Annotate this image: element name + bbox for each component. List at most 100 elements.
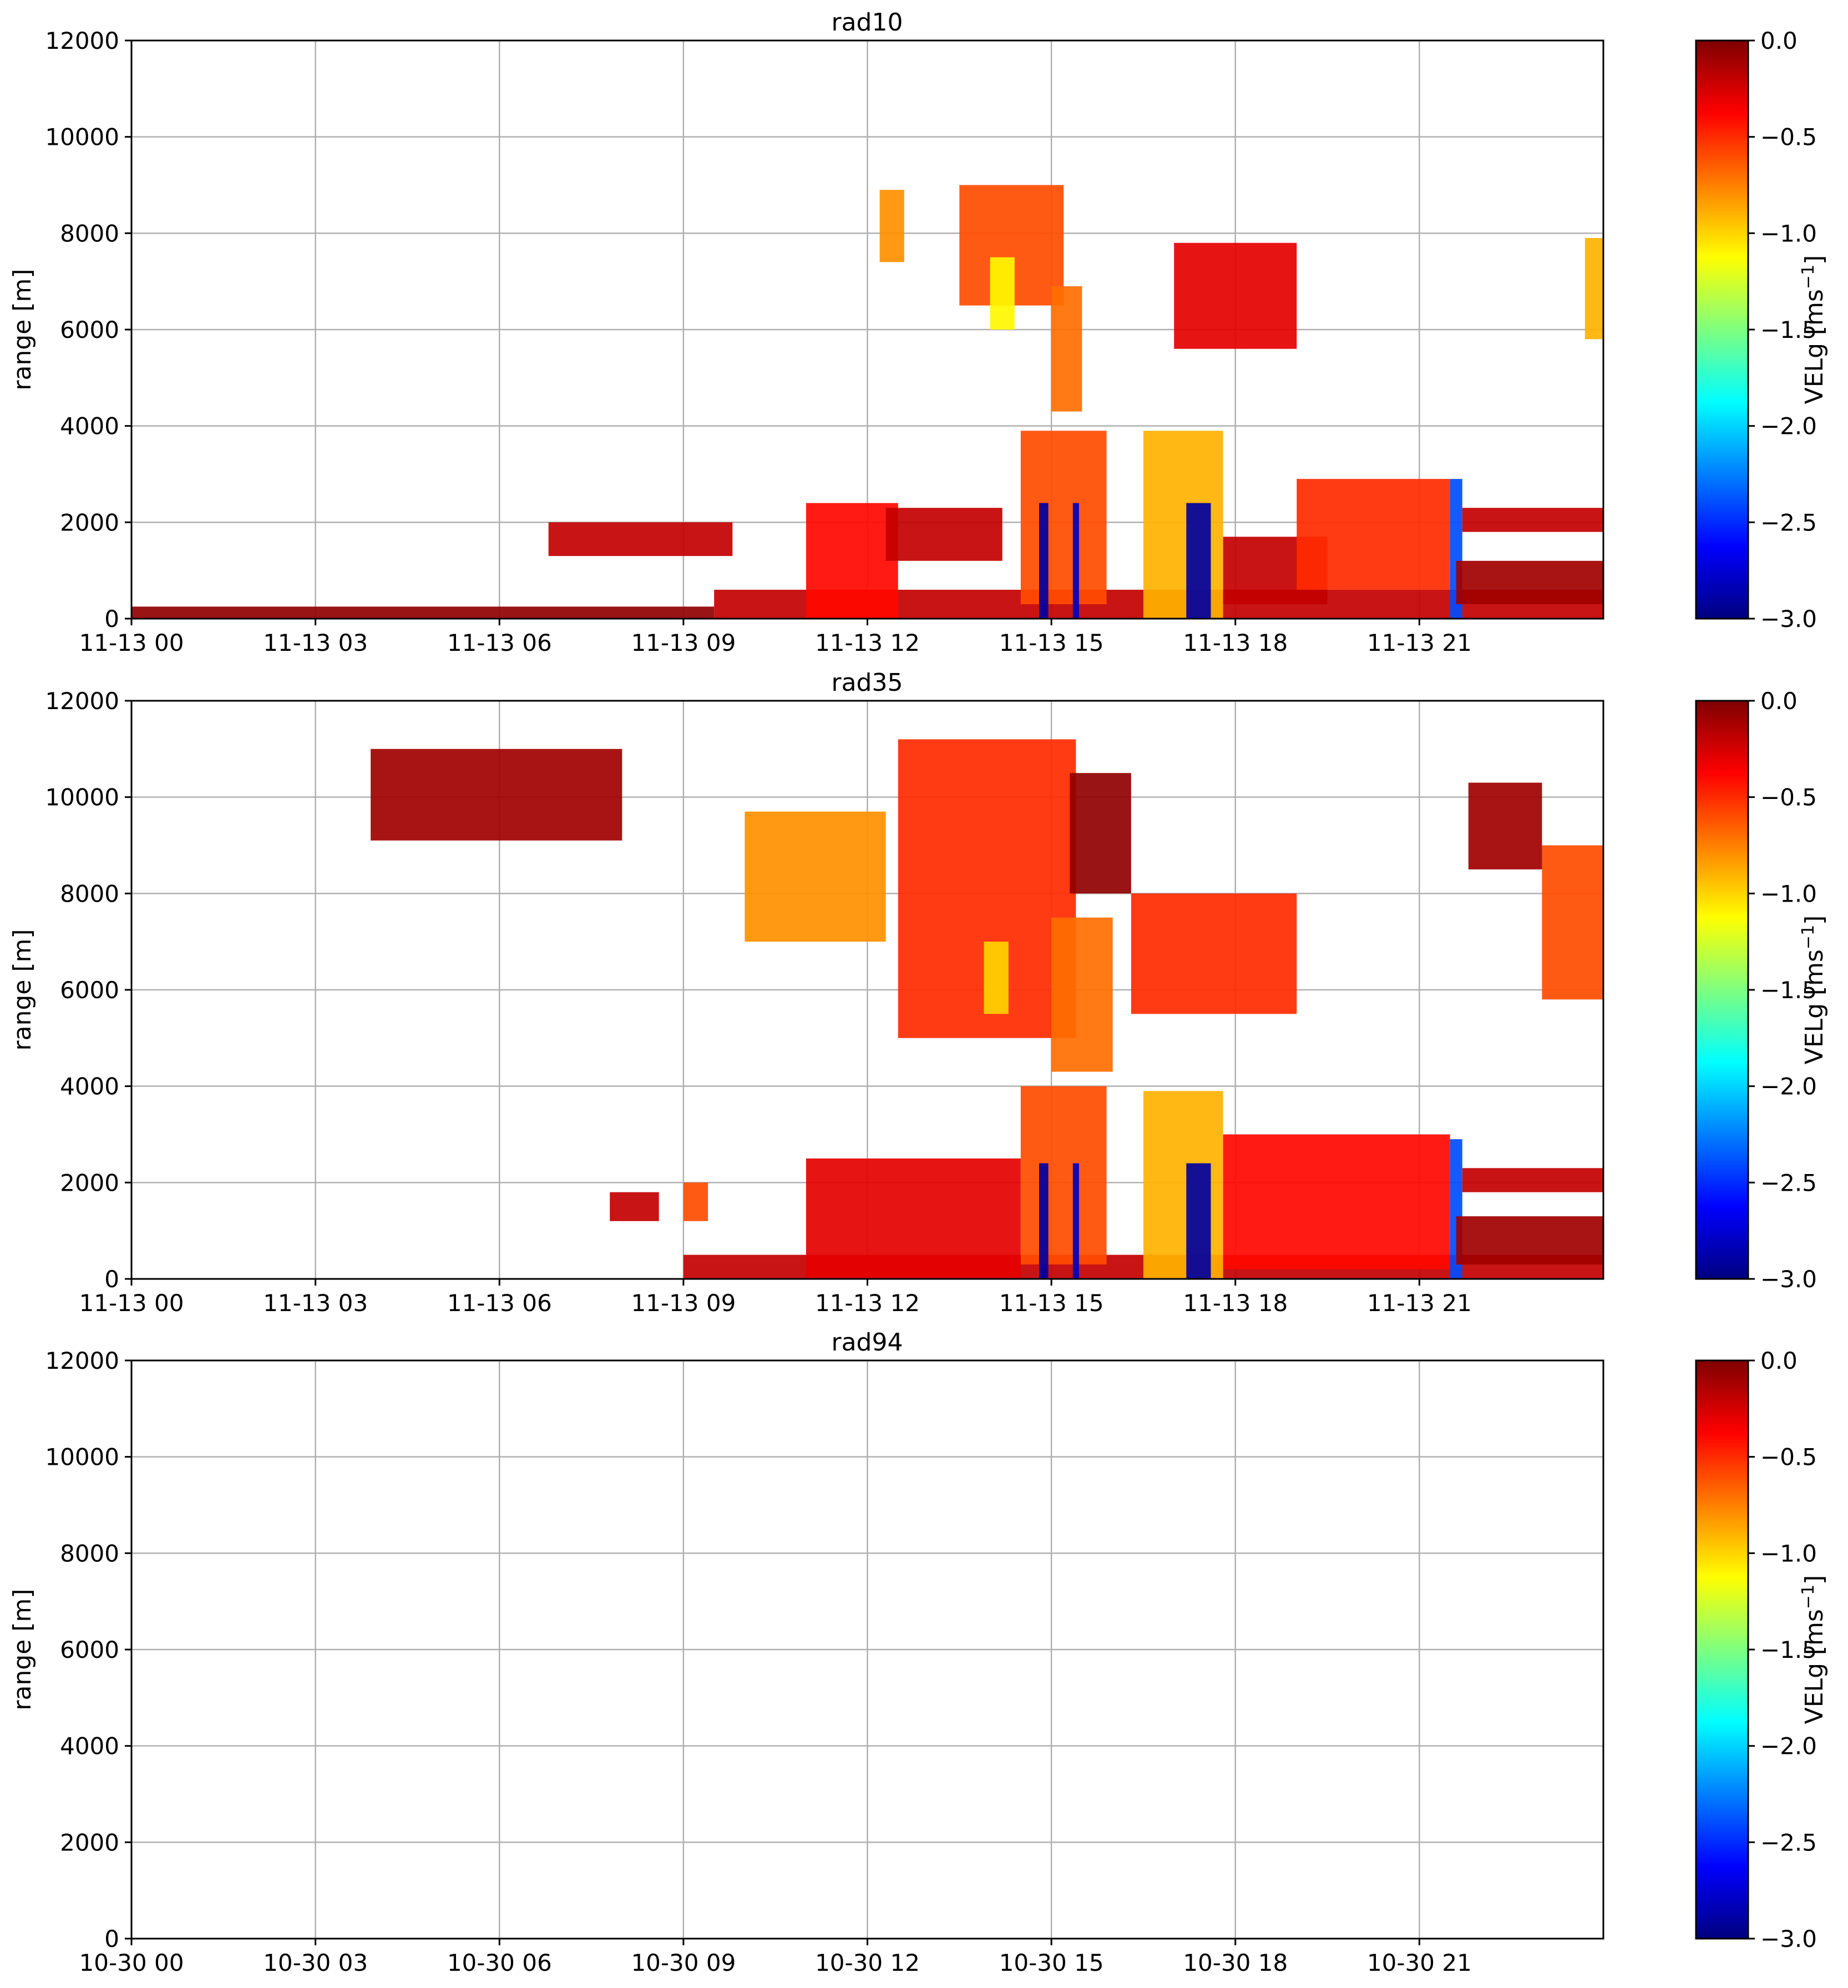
y-tick-label: 0 bbox=[104, 605, 119, 633]
y-tick-label: 10000 bbox=[45, 784, 119, 811]
y-tick-label: 2000 bbox=[60, 1169, 119, 1196]
echo-region bbox=[745, 811, 886, 942]
heatmap-rad35 bbox=[371, 739, 1603, 1279]
colorbar-label-end: ] bbox=[1800, 255, 1829, 265]
x-tick-label: 10-30 00 bbox=[79, 1949, 184, 1976]
colorbar-tick-label: 0.0 bbox=[1760, 1347, 1798, 1374]
x-tick-label: 11-13 12 bbox=[815, 629, 920, 656]
colorbar-tick-label: −2.0 bbox=[1760, 1073, 1817, 1100]
colorbar-tick-label: −1.0 bbox=[1760, 220, 1817, 247]
colorbar-tick-label: −0.5 bbox=[1760, 1444, 1817, 1471]
x-tick-label: 11-13 09 bbox=[631, 629, 736, 656]
colorbar-tick-label: −0.5 bbox=[1760, 124, 1817, 151]
x-tick-label: 11-13 21 bbox=[1367, 629, 1472, 656]
xticks-rad94: 10-30 00 10-30 03 10-30 06 10-30 09 10-30 12… bbox=[79, 1939, 1472, 1976]
chart-title-rad10: rad10 bbox=[832, 8, 903, 37]
echo-region bbox=[1039, 503, 1049, 619]
echo-region bbox=[1143, 1091, 1223, 1279]
echo-region bbox=[984, 942, 1009, 1014]
y-tick-label: 0 bbox=[104, 1925, 119, 1952]
y-axis-label-rad35: range [m] bbox=[8, 929, 37, 1050]
echo-region bbox=[1143, 431, 1223, 619]
x-tick-label: 10-30 09 bbox=[631, 1949, 736, 1976]
echo-region bbox=[1072, 1163, 1079, 1279]
y-tick-label: 12000 bbox=[45, 687, 119, 715]
colorbar-tick-label: −1.5 bbox=[1760, 1636, 1817, 1663]
y-axis-label-rad10: range [m] bbox=[8, 269, 37, 390]
colorbar-rad10 bbox=[1695, 39, 1749, 620]
echo-region bbox=[1186, 1163, 1211, 1279]
echo-region bbox=[548, 522, 733, 557]
colorbar-rad35 bbox=[1695, 700, 1749, 1280]
yticks-rad35: 0 2000 4000 6000 8000 10000 12000 bbox=[45, 687, 131, 1293]
x-tick-label: 11-13 03 bbox=[263, 1289, 368, 1317]
colorbar-label-rad94: VELg [ms−1] bbox=[1799, 1575, 1829, 1724]
colorbar-tick-label: −0.5 bbox=[1760, 784, 1817, 811]
y-tick-label: 4000 bbox=[60, 413, 119, 440]
colorbar-rad94 bbox=[1695, 1359, 1749, 1940]
x-tick-label: 11-13 15 bbox=[999, 629, 1104, 656]
x-tick-label: 11-13 18 bbox=[1183, 629, 1288, 656]
y-tick-label: 6000 bbox=[60, 316, 119, 343]
y-tick-label: 4000 bbox=[60, 1733, 119, 1760]
echo-region bbox=[1039, 1163, 1049, 1279]
colorbar-ticks-rad94: 0.0 −0.5 −1.0 −1.5 −2.0 −2.5 −3.0 bbox=[1748, 1347, 1817, 1952]
x-tick-label: 11-13 06 bbox=[447, 1289, 552, 1317]
echo-region bbox=[1072, 503, 1079, 619]
echo-region bbox=[1462, 1168, 1603, 1192]
chart-title-rad35: rad35 bbox=[832, 669, 903, 697]
colorbar-label-end: ] bbox=[1800, 1575, 1829, 1585]
x-tick-label: 11-13 09 bbox=[631, 1289, 736, 1317]
colorbar-label-main: VELg [ms bbox=[1800, 289, 1829, 404]
x-tick-label: 10-30 06 bbox=[447, 1949, 552, 1976]
colorbar-label-main: VELg [ms bbox=[1800, 949, 1829, 1064]
x-tick-label: 10-30 03 bbox=[263, 1949, 368, 1976]
colorbar-tick-label: −2.5 bbox=[1760, 1829, 1817, 1856]
x-tick-label: 11-13 15 bbox=[999, 1289, 1104, 1317]
x-tick-label: 11-13 21 bbox=[1367, 1289, 1472, 1317]
xticks-rad10: 11-13 00 11-13 03 11-13 06 11-13 09 11-13 12… bbox=[79, 619, 1472, 656]
echo-region bbox=[610, 1192, 659, 1221]
x-tick-label: 11-13 06 bbox=[447, 629, 552, 656]
y-tick-label: 8000 bbox=[60, 1540, 119, 1567]
x-tick-label: 11-13 12 bbox=[815, 1289, 920, 1317]
echo-region bbox=[1051, 286, 1082, 412]
y-tick-label: 10000 bbox=[45, 1444, 119, 1471]
echo-region bbox=[1462, 508, 1603, 532]
colorbar-tick-label: −1.5 bbox=[1760, 316, 1817, 343]
colorbar-tick-label: −3.0 bbox=[1760, 1925, 1817, 1952]
echo-region bbox=[1468, 782, 1542, 869]
echo-region bbox=[879, 190, 904, 262]
colorbar-tick-label: −1.0 bbox=[1760, 880, 1817, 907]
echo-region bbox=[1174, 242, 1297, 349]
colorbar-label-sup: −1 bbox=[1799, 925, 1818, 949]
colorbar-ticks-rad35: 0.0 −0.5 −1.0 −1.5 −2.0 −2.5 −3.0 bbox=[1748, 687, 1817, 1293]
colorbar-tick-label: −2.0 bbox=[1760, 413, 1817, 440]
colorbar-label-rad10: VELg [ms−1] bbox=[1799, 255, 1829, 404]
x-tick-label: 11-13 18 bbox=[1183, 1289, 1288, 1317]
x-tick-label: 11-13 00 bbox=[79, 629, 184, 656]
y-tick-label: 4000 bbox=[60, 1073, 119, 1100]
colorbar-tick-label: −1.0 bbox=[1760, 1540, 1817, 1567]
echo-region bbox=[1456, 1216, 1603, 1264]
echo-region bbox=[806, 1158, 1021, 1279]
echo-region bbox=[371, 748, 622, 841]
colorbar-tick-label: 0.0 bbox=[1760, 687, 1798, 715]
colorbar-label-sup: −1 bbox=[1799, 265, 1818, 289]
x-tick-label: 11-13 00 bbox=[79, 1289, 184, 1317]
echo-region bbox=[885, 508, 1003, 561]
y-axis-label-rad94: range [m] bbox=[8, 1589, 37, 1710]
chart-title-rad94: rad94 bbox=[832, 1328, 903, 1357]
y-tick-label: 6000 bbox=[60, 977, 119, 1004]
xticks-rad35: 11-13 00 11-13 03 11-13 06 11-13 09 11-13 12… bbox=[79, 1279, 1472, 1317]
y-tick-label: 6000 bbox=[60, 1636, 119, 1663]
echo-region bbox=[1131, 893, 1297, 1014]
y-tick-label: 0 bbox=[104, 1266, 119, 1293]
echo-region bbox=[806, 503, 898, 619]
colorbar-tick-label: −2.5 bbox=[1760, 1169, 1817, 1196]
echo-region bbox=[683, 1182, 708, 1221]
